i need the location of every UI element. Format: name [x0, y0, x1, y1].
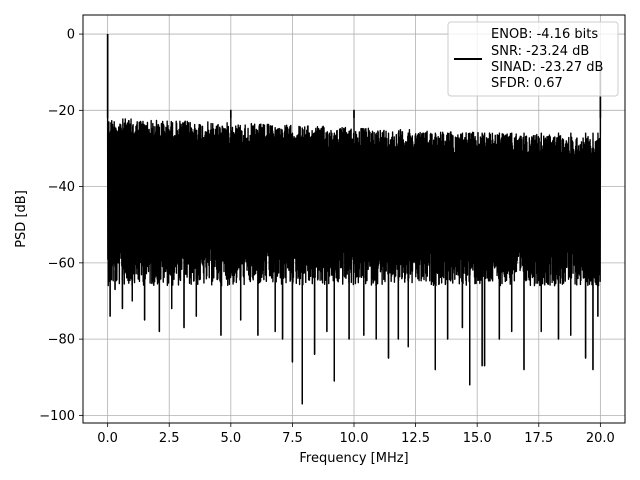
x-axis: 0.0 2.5 5.0 7.5 10.0 12.5 15.0 17.5 20.0	[97, 423, 615, 446]
x-tick-label: 5.0	[220, 431, 241, 446]
y-tick-label: −100	[39, 409, 75, 424]
x-tick-label: 17.5	[524, 431, 553, 446]
x-axis-label: Frequency [MHz]	[299, 451, 408, 466]
legend-enob: ENOB: -4.16 bits	[491, 27, 598, 42]
y-tick-label: 0	[67, 28, 75, 43]
y-tick-label: −80	[48, 333, 75, 348]
y-tick-label: −60	[48, 256, 75, 271]
x-tick-label: 15.0	[463, 431, 492, 446]
x-tick-label: 20.0	[586, 431, 615, 446]
x-tick-label: 12.5	[401, 431, 430, 446]
psd-line	[106, 34, 602, 405]
x-tick-label: 2.5	[159, 431, 180, 446]
y-tick-label: −20	[48, 104, 75, 119]
x-tick-label: 7.5	[282, 431, 303, 446]
legend-snr: SNR: -23.24 dB	[491, 44, 589, 59]
x-tick-label: 0.0	[97, 431, 118, 446]
legend: ENOB: -4.16 bits SNR: -23.24 dB SINAD: -…	[447, 21, 619, 97]
legend-sfdr: SFDR: 0.67	[491, 76, 563, 91]
x-tick-label: 10.0	[340, 431, 369, 446]
legend-box	[447, 21, 619, 97]
y-axis-label: PSD [dB]	[14, 190, 29, 248]
y-axis: 0 −20 −40 −60 −80 −100	[39, 28, 83, 424]
y-tick-label: −40	[48, 180, 75, 195]
legend-sinad: SINAD: -23.27 dB	[491, 60, 603, 75]
